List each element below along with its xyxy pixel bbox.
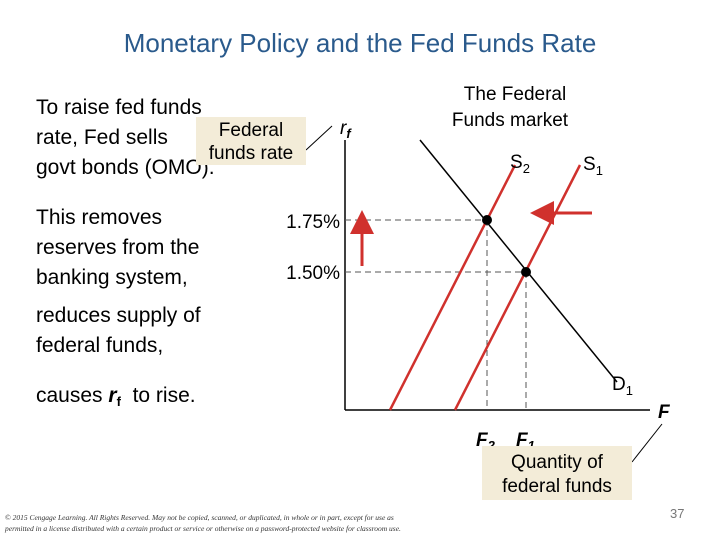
text: causes bbox=[36, 384, 108, 407]
body-line: To raise fed funds bbox=[36, 96, 202, 119]
equilibrium-old bbox=[521, 267, 531, 277]
copyright: permitted in a license distributed with … bbox=[4, 524, 401, 533]
subscript: 2 bbox=[523, 161, 530, 176]
symbol: D bbox=[612, 374, 626, 395]
curve-label: S1 bbox=[583, 154, 603, 178]
symbol: F bbox=[516, 430, 529, 451]
callout-text: Quantity of bbox=[511, 452, 604, 473]
callout-box bbox=[482, 446, 632, 500]
subscript: 1 bbox=[626, 383, 633, 398]
axis-label: F bbox=[658, 402, 671, 423]
rate-label: 1.50% bbox=[286, 263, 340, 284]
body-line: federal funds, bbox=[36, 334, 163, 357]
symbol: S bbox=[583, 154, 596, 175]
curve-label: S2 bbox=[510, 152, 530, 176]
conclusion: causes rf to rise. bbox=[36, 384, 196, 409]
callout-text: funds rate bbox=[209, 143, 294, 164]
body-line: reduces supply of bbox=[36, 304, 201, 327]
text: to rise. bbox=[121, 384, 196, 407]
body-line: reserves from the bbox=[36, 236, 199, 259]
page-number: 37 bbox=[670, 506, 684, 521]
body-line: This removes bbox=[36, 206, 162, 229]
symbol: r bbox=[340, 118, 347, 139]
callout-line bbox=[631, 423, 663, 463]
quantity-label: F2 bbox=[476, 430, 496, 453]
title: Monetary Policy and the Fed Funds Rate bbox=[124, 28, 597, 58]
subscript: 2 bbox=[487, 438, 496, 453]
body-line: govt bonds (OMO). bbox=[36, 156, 215, 179]
supply-old-curve bbox=[453, 164, 582, 411]
supply-new-curve bbox=[388, 164, 517, 411]
rate-label: 1.75% bbox=[286, 212, 340, 233]
quantity-label: F1 bbox=[516, 430, 535, 453]
callout-line bbox=[305, 125, 333, 151]
diagram-title: The Federal bbox=[464, 84, 566, 105]
subscript: 1 bbox=[528, 438, 535, 453]
curve-label: D1 bbox=[612, 374, 633, 398]
callout-text: Federal bbox=[219, 120, 283, 141]
subscript: f bbox=[117, 394, 122, 409]
diagram-title: Funds market bbox=[452, 110, 569, 131]
symbol: r bbox=[108, 384, 118, 407]
subscript: f bbox=[346, 126, 352, 141]
body-line: banking system, bbox=[36, 266, 188, 289]
callout-box bbox=[196, 117, 306, 165]
symbol: F bbox=[476, 430, 489, 451]
demand-curve bbox=[419, 139, 618, 383]
guides bbox=[345, 219, 527, 410]
subscript: 1 bbox=[596, 163, 603, 178]
symbol: S bbox=[510, 152, 523, 173]
equilibrium-new bbox=[482, 215, 492, 225]
copyright: © 2015 Cengage Learning. All Rights Rese… bbox=[5, 513, 394, 522]
axis-label: rf bbox=[340, 118, 352, 141]
callout-text: federal funds bbox=[502, 476, 612, 497]
body-line: rate, Fed sells bbox=[36, 126, 168, 149]
